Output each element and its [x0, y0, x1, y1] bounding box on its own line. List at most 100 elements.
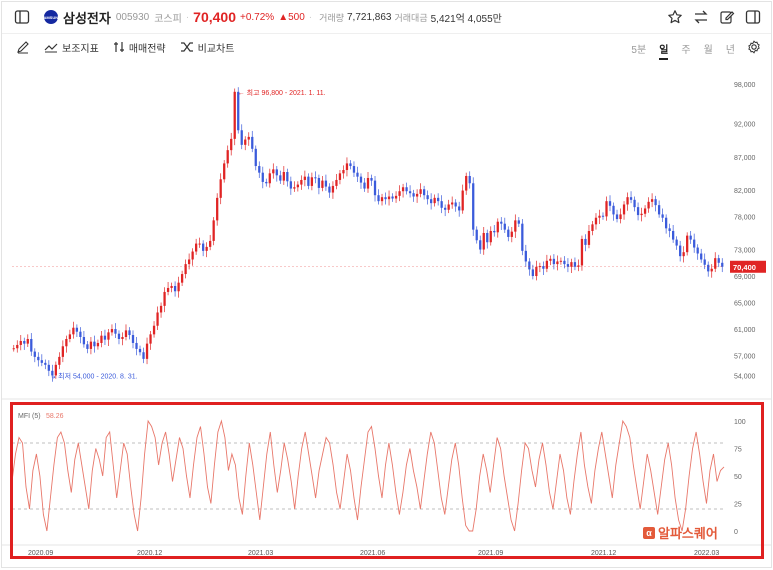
candle-body	[468, 175, 471, 184]
candle-body	[717, 258, 720, 263]
candle-body	[86, 344, 89, 349]
candle-body	[79, 331, 82, 338]
candle-body	[535, 266, 538, 277]
market-label: 코스피	[154, 13, 182, 25]
candle-body	[107, 332, 110, 340]
candle-body	[114, 329, 117, 334]
compare-button[interactable]: 비교차트	[180, 40, 234, 55]
candle-body	[573, 262, 577, 267]
candle-body	[686, 235, 689, 253]
candle-body	[479, 240, 482, 250]
candle-body	[180, 274, 184, 283]
candle-body	[272, 169, 275, 174]
candle-body	[163, 291, 166, 306]
price-y-tick: 57,000	[734, 354, 756, 361]
high-annotation: ← 최고 96,800 - 2021. 1. 11.	[238, 88, 326, 97]
candle-body	[580, 238, 584, 266]
candle-body	[96, 342, 100, 347]
candle-body	[33, 351, 36, 357]
swap-icon[interactable]	[693, 9, 709, 25]
candle-body	[601, 215, 605, 217]
price-y-tick: 54,000	[734, 373, 756, 380]
candle-body	[303, 176, 307, 180]
chart-toolbar: 보조지표 매매전략 비교차트 5분 일 주 월 년	[2, 33, 771, 60]
candle-body	[191, 251, 194, 260]
candle-body	[629, 197, 633, 200]
candle-body	[366, 177, 370, 189]
edit-icon[interactable]	[719, 9, 735, 25]
candle-body	[289, 181, 292, 189]
indicator-button[interactable]: 보조지표	[44, 40, 99, 55]
candle-body	[44, 362, 47, 365]
candle-body	[668, 228, 671, 231]
compare-icon	[180, 42, 193, 52]
candle-body	[373, 180, 377, 196]
tab-5min[interactable]: 5분	[631, 45, 647, 56]
change-percent: +0.72%	[240, 11, 275, 23]
volume-label: 거래량	[319, 12, 344, 23]
candle-body	[173, 285, 177, 292]
low-annotation: ↳ 최저 54,000 - 2020. 8. 31.	[50, 371, 137, 380]
candle-body	[314, 177, 317, 179]
tab-month[interactable]: 월	[703, 45, 713, 56]
candle-body	[661, 214, 664, 218]
candle-body	[226, 150, 229, 164]
candle-body	[429, 199, 433, 204]
candle-body	[310, 177, 314, 186]
draw-pen-icon[interactable]	[16, 40, 30, 54]
candle-body	[577, 265, 580, 267]
candle-body	[244, 139, 247, 145]
candle-body	[458, 206, 461, 211]
candle-body	[384, 197, 387, 200]
x-tick: 2021.09	[478, 550, 503, 557]
candle-body	[156, 312, 159, 326]
candle-body	[251, 136, 254, 149]
x-tick: 2021.03	[248, 550, 273, 557]
candle-body	[93, 341, 96, 347]
tab-day[interactable]: 일	[659, 41, 669, 60]
candle-body	[286, 172, 289, 182]
candle-body	[451, 202, 454, 205]
candle-body	[75, 327, 79, 332]
company-logo: SAMSUNG	[41, 10, 61, 24]
sidebar-toggle-icon[interactable]	[14, 9, 30, 25]
candle-body	[202, 243, 205, 251]
candle-body	[268, 173, 271, 184]
candle-body	[633, 199, 636, 208]
star-icon[interactable]	[667, 9, 683, 25]
tab-year[interactable]: 년	[725, 45, 735, 56]
candle-body	[89, 341, 93, 349]
amount-value: 5,421억 4,055만	[430, 13, 502, 25]
current-price: 70,400	[193, 9, 236, 25]
candle-body	[426, 195, 429, 200]
candle-body	[549, 258, 552, 261]
candle-body	[387, 196, 391, 200]
candle-body	[517, 220, 520, 224]
candle-body	[124, 330, 128, 338]
candle-body	[693, 239, 696, 248]
candle-body	[447, 204, 450, 210]
candle-body	[328, 186, 331, 193]
price-y-tick: 98,000	[734, 82, 756, 89]
candle-body	[219, 179, 222, 198]
tab-week[interactable]: 주	[681, 45, 691, 56]
stock-name[interactable]: 삼성전자	[63, 10, 111, 26]
candle-body	[496, 221, 499, 233]
candle-body	[394, 195, 398, 199]
candle-body	[152, 325, 156, 335]
volume-value: 7,721,863	[346, 11, 392, 23]
candle-body	[209, 240, 212, 247]
price-y-tick: 92,000	[734, 122, 756, 129]
gear-icon[interactable]	[747, 40, 761, 54]
panel-toggle-icon[interactable]	[745, 9, 761, 25]
candle-body	[212, 220, 215, 241]
candle-body	[682, 252, 685, 257]
strategy-button[interactable]: 매매전략	[113, 40, 166, 55]
candle-body	[461, 190, 464, 211]
candle-body	[710, 268, 713, 272]
candle-body	[65, 338, 68, 347]
candle-body	[166, 287, 170, 292]
candle-body	[640, 213, 643, 216]
